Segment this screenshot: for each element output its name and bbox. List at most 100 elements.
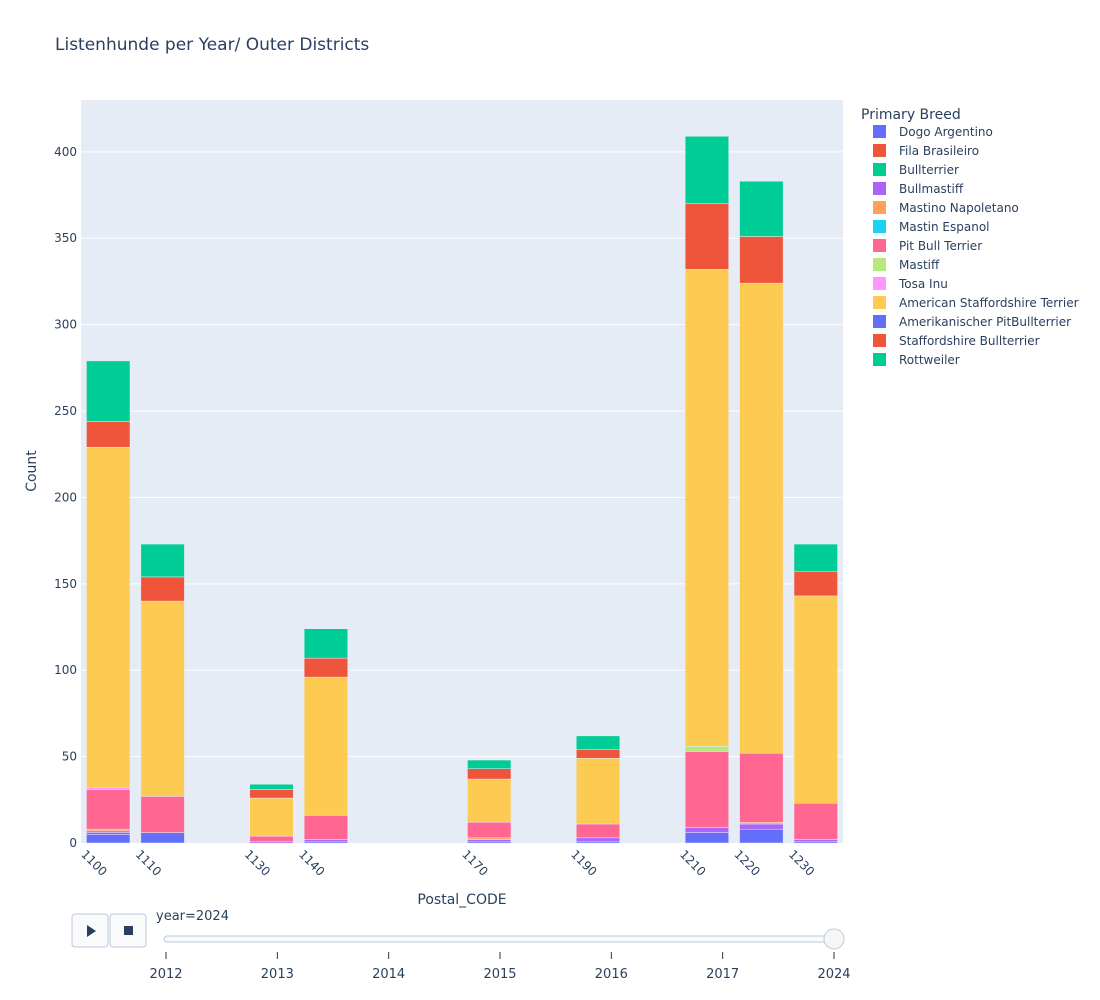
bar-segment[interactable] <box>140 543 185 578</box>
slider-step-label[interactable]: 2024 <box>817 967 850 982</box>
bar-segment[interactable] <box>739 282 784 754</box>
legend-label: Pit Bull Terrier <box>899 239 982 253</box>
legend-item[interactable]: Mastino Napoletano <box>873 201 1019 215</box>
bar-segment[interactable] <box>303 628 348 659</box>
bar-segment[interactable] <box>86 447 131 788</box>
slider-handle[interactable] <box>823 928 845 950</box>
legend-label: Mastino Napoletano <box>899 201 1019 215</box>
bar-segment[interactable] <box>793 595 838 804</box>
slider-current-label: year=2024 <box>156 909 229 924</box>
bar-segment[interactable] <box>793 543 838 572</box>
bar-segment[interactable] <box>467 839 512 842</box>
bar-segment[interactable] <box>684 827 729 833</box>
legend-label: Mastin Espanol <box>899 220 990 234</box>
legend-item[interactable]: Pit Bull Terrier <box>873 239 982 253</box>
legend-item[interactable]: Dogo Argentino <box>873 125 993 139</box>
legend-item[interactable]: Bullmastiff <box>873 182 964 196</box>
y-tick-label: 0 <box>69 836 77 850</box>
legend-item[interactable]: Fila Brasileiro <box>873 144 979 158</box>
bar-segment[interactable] <box>86 832 131 835</box>
bar-segment[interactable] <box>86 360 131 422</box>
bar-segment[interactable] <box>467 837 512 840</box>
bar-segment[interactable] <box>467 778 512 823</box>
legend-swatch <box>873 220 886 233</box>
bar-segment[interactable] <box>249 784 294 790</box>
bar-segment[interactable] <box>576 823 621 839</box>
bar-segment[interactable] <box>739 823 784 830</box>
bar-segment[interactable] <box>684 269 729 747</box>
slider-step-label[interactable]: 2012 <box>149 967 182 982</box>
legend-item[interactable]: Staffordshire Bullterrier <box>873 334 1040 348</box>
slider-step-label[interactable]: 2015 <box>483 967 516 982</box>
bar-segment[interactable] <box>576 841 621 844</box>
bar-segment[interactable] <box>684 203 729 270</box>
legend-label: Dogo Argentino <box>899 125 993 139</box>
bar-segment[interactable] <box>684 745 729 752</box>
bar-segment[interactable] <box>684 136 729 204</box>
bar-segment[interactable] <box>576 749 621 759</box>
bar-segment[interactable] <box>467 841 512 844</box>
bar-segment[interactable] <box>140 600 185 797</box>
legend-item[interactable]: Mastiff <box>873 258 940 272</box>
slider-step-label[interactable]: 2017 <box>706 967 739 982</box>
bar-segment[interactable] <box>684 832 729 844</box>
bar-segment[interactable] <box>86 834 131 844</box>
y-tick-label: 100 <box>54 663 77 677</box>
legend-swatch <box>873 182 886 195</box>
legend-label: Amerikanischer PitBullterrier <box>899 315 1071 329</box>
bar-segment[interactable] <box>739 822 784 825</box>
bar-segment[interactable] <box>249 789 294 799</box>
bar-segment[interactable] <box>303 815 348 840</box>
slider-step-label[interactable]: 2016 <box>595 967 628 982</box>
bar-segment[interactable] <box>576 735 621 750</box>
bar-segment[interactable] <box>86 421 131 448</box>
bar-segment[interactable] <box>739 180 784 237</box>
legend-label: Bullmastiff <box>899 182 964 196</box>
bar-segment[interactable] <box>86 789 131 830</box>
bar-segment[interactable] <box>303 676 348 816</box>
bar-segment[interactable] <box>467 768 512 780</box>
bar-segment[interactable] <box>140 576 185 602</box>
bar-segment[interactable] <box>684 751 729 828</box>
bar-segment[interactable] <box>793 571 838 597</box>
bar-segment[interactable] <box>249 835 294 842</box>
legend-item[interactable]: Tosa Inu <box>873 277 948 291</box>
bar-segment[interactable] <box>576 758 621 825</box>
bar-segment[interactable] <box>86 828 131 832</box>
bar-segment[interactable] <box>576 837 621 842</box>
legend-label: Bullterrier <box>899 163 959 177</box>
bar-segment[interactable] <box>140 796 185 833</box>
legend-item[interactable]: Bullterrier <box>873 163 959 177</box>
bar-segment[interactable] <box>793 841 838 844</box>
play-button[interactable] <box>71 913 109 948</box>
legend-item[interactable]: Rottweiler <box>873 353 960 367</box>
bar-segment[interactable] <box>793 803 838 840</box>
stop-button[interactable] <box>109 913 147 948</box>
bar-segment[interactable] <box>303 657 348 678</box>
bar-segment[interactable] <box>303 839 348 842</box>
legend-swatch <box>873 277 886 290</box>
bar-segment[interactable] <box>86 787 131 790</box>
bar-segment[interactable] <box>739 752 784 823</box>
bar-segment[interactable] <box>739 236 784 284</box>
bar-segment[interactable] <box>249 797 294 837</box>
x-tick-label: 1170 <box>459 847 490 878</box>
legend[interactable]: Dogo Argentino Fila Brasileiro Bullterrier… <box>873 125 1079 367</box>
bar-segment[interactable] <box>140 832 185 844</box>
legend-item[interactable]: American Staffordshire Terrier <box>873 296 1079 310</box>
bar-segment[interactable] <box>86 830 131 833</box>
bar-segment[interactable] <box>467 759 512 769</box>
legend-item[interactable]: Amerikanischer PitBullterrier <box>873 315 1071 329</box>
legend-item[interactable]: Mastin Espanol <box>873 220 990 234</box>
slider-step-label[interactable]: 2014 <box>372 967 405 982</box>
bar-segment[interactable] <box>249 841 294 844</box>
bar-segment[interactable] <box>739 828 784 844</box>
bars[interactable] <box>86 136 838 844</box>
slider-step-label[interactable]: 2013 <box>261 967 294 982</box>
x-tick-label: 1140 <box>296 847 327 878</box>
bar-segment[interactable] <box>467 822 512 839</box>
slider-rail[interactable] <box>163 935 835 943</box>
bar-segment[interactable] <box>303 841 348 844</box>
bar-segment[interactable] <box>793 839 838 842</box>
